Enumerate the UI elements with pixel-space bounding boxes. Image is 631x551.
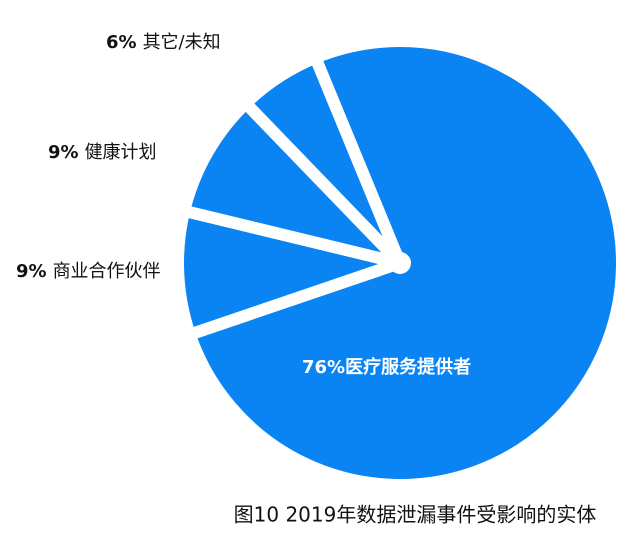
slice-label: 9% 商业合作伙伴 xyxy=(16,261,161,282)
pie-slice xyxy=(239,51,406,269)
slice-value-label: 9% xyxy=(16,261,47,282)
slice-category-label: 其它/未知 xyxy=(143,32,221,53)
center-dot xyxy=(389,252,411,274)
slice-value-label: 9% xyxy=(48,142,79,163)
slice-value-label: 76% xyxy=(302,357,345,378)
slice-category-label: 健康计划 xyxy=(85,142,157,163)
slice-label: 76%医疗服务提供者 xyxy=(302,356,471,378)
chart-title: 图10 2019年数据泄漏事件受影响的实体 xyxy=(234,503,597,527)
slice-category-label: 医疗服务提供者 xyxy=(345,356,471,378)
slice-category-label: 商业合作伙伴 xyxy=(53,261,161,282)
slice-label: 6% 其它/未知 xyxy=(106,32,221,53)
slice-value-label: 6% xyxy=(106,32,137,53)
slice-label: 9% 健康计划 xyxy=(48,142,157,163)
